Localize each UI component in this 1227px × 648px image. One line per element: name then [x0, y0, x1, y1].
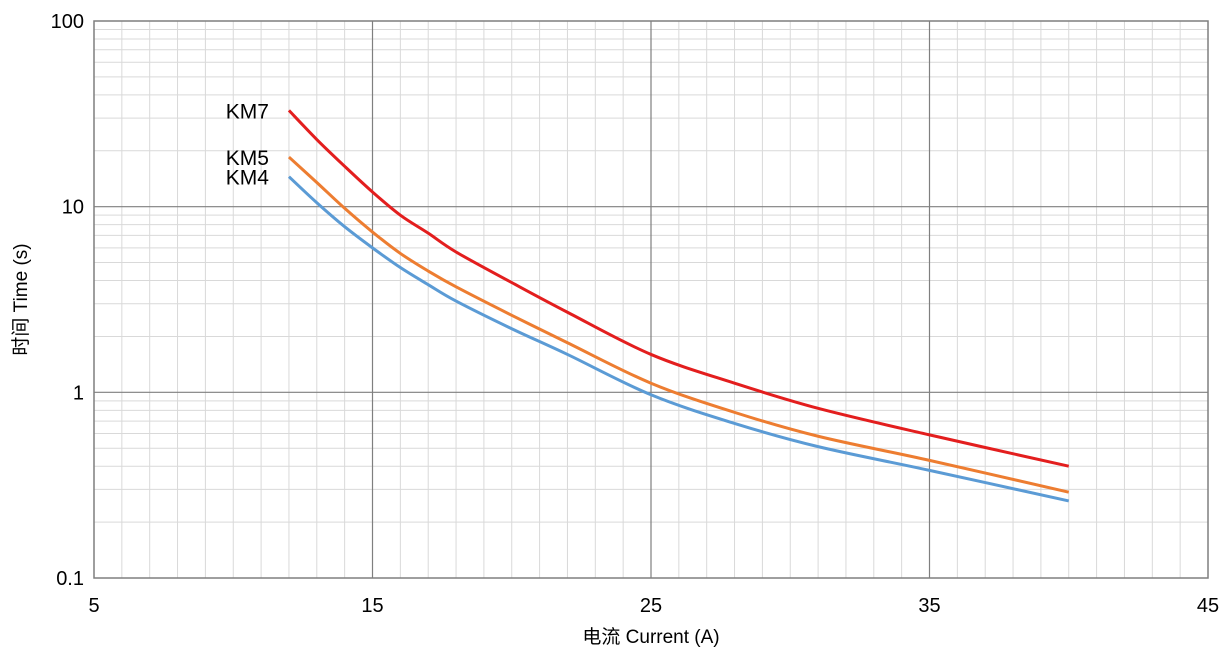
y-tick-label: 0.1: [56, 568, 84, 590]
x-tick-label: 15: [361, 595, 383, 617]
y-tick-label: 100: [51, 11, 84, 33]
x-axis-label: 电流 Current (A): [582, 626, 719, 648]
y-tick-label: 1: [73, 382, 84, 404]
tick-labels: 5 15 25 35 45 0.1 1 10 100: [51, 11, 1220, 617]
series-label-km4: KM4: [226, 167, 270, 190]
y-axis-label: 时间 Time (s): [10, 243, 32, 355]
series-line-km5: [287, 155, 1070, 494]
x-tick-label: 35: [918, 595, 940, 617]
y-tick-label: 10: [62, 197, 84, 219]
plot-frame: [93, 20, 1209, 579]
series-label-km7: KM7: [226, 100, 269, 123]
x-tick-label: 5: [88, 595, 99, 617]
series-layer: [287, 109, 1070, 503]
series-line-km4: [287, 175, 1070, 503]
x-tick-label: 25: [640, 595, 662, 617]
series-label-km5: KM5: [226, 147, 269, 170]
series-line-km7: [287, 109, 1070, 468]
x-tick-label: 45: [1197, 595, 1219, 617]
major-grid: [94, 21, 1208, 578]
